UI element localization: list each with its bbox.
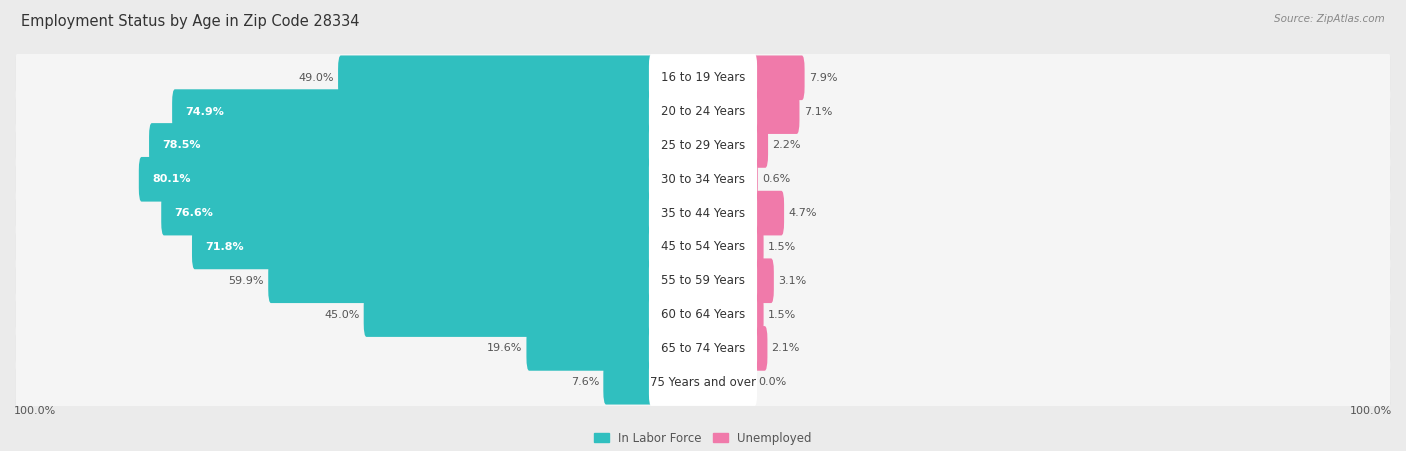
Text: 1.5%: 1.5% [768,309,796,320]
FancyBboxPatch shape [748,225,763,269]
FancyBboxPatch shape [172,89,658,134]
Text: 20 to 24 Years: 20 to 24 Years [661,105,745,118]
FancyBboxPatch shape [650,122,756,169]
FancyBboxPatch shape [15,222,1391,273]
FancyBboxPatch shape [748,258,773,303]
FancyBboxPatch shape [193,225,658,269]
FancyBboxPatch shape [149,123,658,168]
FancyBboxPatch shape [650,54,756,101]
FancyBboxPatch shape [15,221,1391,272]
FancyBboxPatch shape [650,257,756,304]
Text: Source: ZipAtlas.com: Source: ZipAtlas.com [1274,14,1385,23]
Text: 100.0%: 100.0% [14,406,56,416]
Text: 3.1%: 3.1% [778,276,806,286]
Text: 7.1%: 7.1% [804,106,832,117]
FancyBboxPatch shape [162,191,658,235]
Text: 71.8%: 71.8% [205,242,243,252]
FancyBboxPatch shape [15,256,1391,307]
Text: 2.2%: 2.2% [772,140,800,151]
FancyBboxPatch shape [650,88,756,135]
FancyBboxPatch shape [15,120,1391,171]
Text: 7.6%: 7.6% [571,377,599,387]
Text: 76.6%: 76.6% [174,208,214,218]
FancyBboxPatch shape [748,326,768,371]
FancyBboxPatch shape [15,357,1391,408]
FancyBboxPatch shape [15,188,1391,239]
Text: 1.5%: 1.5% [768,242,796,252]
FancyBboxPatch shape [15,323,1391,374]
Text: Employment Status by Age in Zip Code 28334: Employment Status by Age in Zip Code 283… [21,14,360,28]
Text: 4.7%: 4.7% [789,208,817,218]
Text: 100.0%: 100.0% [1350,406,1392,416]
FancyBboxPatch shape [748,89,800,134]
FancyBboxPatch shape [337,55,658,100]
FancyBboxPatch shape [650,359,756,406]
Text: 49.0%: 49.0% [298,73,335,83]
FancyBboxPatch shape [15,154,1391,205]
Text: 30 to 34 Years: 30 to 34 Years [661,173,745,186]
FancyBboxPatch shape [748,292,763,337]
Text: 16 to 19 Years: 16 to 19 Years [661,71,745,84]
FancyBboxPatch shape [748,55,804,100]
FancyBboxPatch shape [15,255,1391,306]
Text: 0.6%: 0.6% [762,174,790,184]
FancyBboxPatch shape [139,157,658,202]
Text: 74.9%: 74.9% [186,106,224,117]
FancyBboxPatch shape [15,323,1391,374]
FancyBboxPatch shape [650,156,756,203]
Text: 60 to 64 Years: 60 to 64 Years [661,308,745,321]
FancyBboxPatch shape [15,52,1391,103]
Legend: In Labor Force, Unemployed: In Labor Force, Unemployed [589,427,817,449]
FancyBboxPatch shape [650,223,756,271]
Text: 55 to 59 Years: 55 to 59 Years [661,274,745,287]
Text: 80.1%: 80.1% [152,174,190,184]
FancyBboxPatch shape [15,154,1391,205]
FancyBboxPatch shape [15,289,1391,340]
Text: 0.0%: 0.0% [758,377,786,387]
FancyBboxPatch shape [526,326,658,371]
FancyBboxPatch shape [15,53,1391,104]
FancyBboxPatch shape [603,360,658,405]
FancyBboxPatch shape [748,123,768,168]
FancyBboxPatch shape [650,189,756,237]
FancyBboxPatch shape [269,258,658,303]
Text: 45.0%: 45.0% [325,309,360,320]
FancyBboxPatch shape [748,157,758,202]
FancyBboxPatch shape [15,357,1391,408]
Text: 25 to 29 Years: 25 to 29 Years [661,139,745,152]
Text: 19.6%: 19.6% [486,343,522,354]
Text: 35 to 44 Years: 35 to 44 Years [661,207,745,220]
FancyBboxPatch shape [15,87,1391,138]
Text: 78.5%: 78.5% [162,140,201,151]
FancyBboxPatch shape [748,191,785,235]
FancyBboxPatch shape [650,291,756,338]
Text: 7.9%: 7.9% [808,73,837,83]
Text: 2.1%: 2.1% [772,343,800,354]
Text: 75 Years and over: 75 Years and over [650,376,756,389]
FancyBboxPatch shape [364,292,658,337]
FancyBboxPatch shape [15,290,1391,341]
FancyBboxPatch shape [15,120,1391,171]
Text: 45 to 54 Years: 45 to 54 Years [661,240,745,253]
Text: 59.9%: 59.9% [229,276,264,286]
FancyBboxPatch shape [15,86,1391,137]
FancyBboxPatch shape [650,325,756,372]
FancyBboxPatch shape [15,188,1391,239]
Text: 65 to 74 Years: 65 to 74 Years [661,342,745,355]
